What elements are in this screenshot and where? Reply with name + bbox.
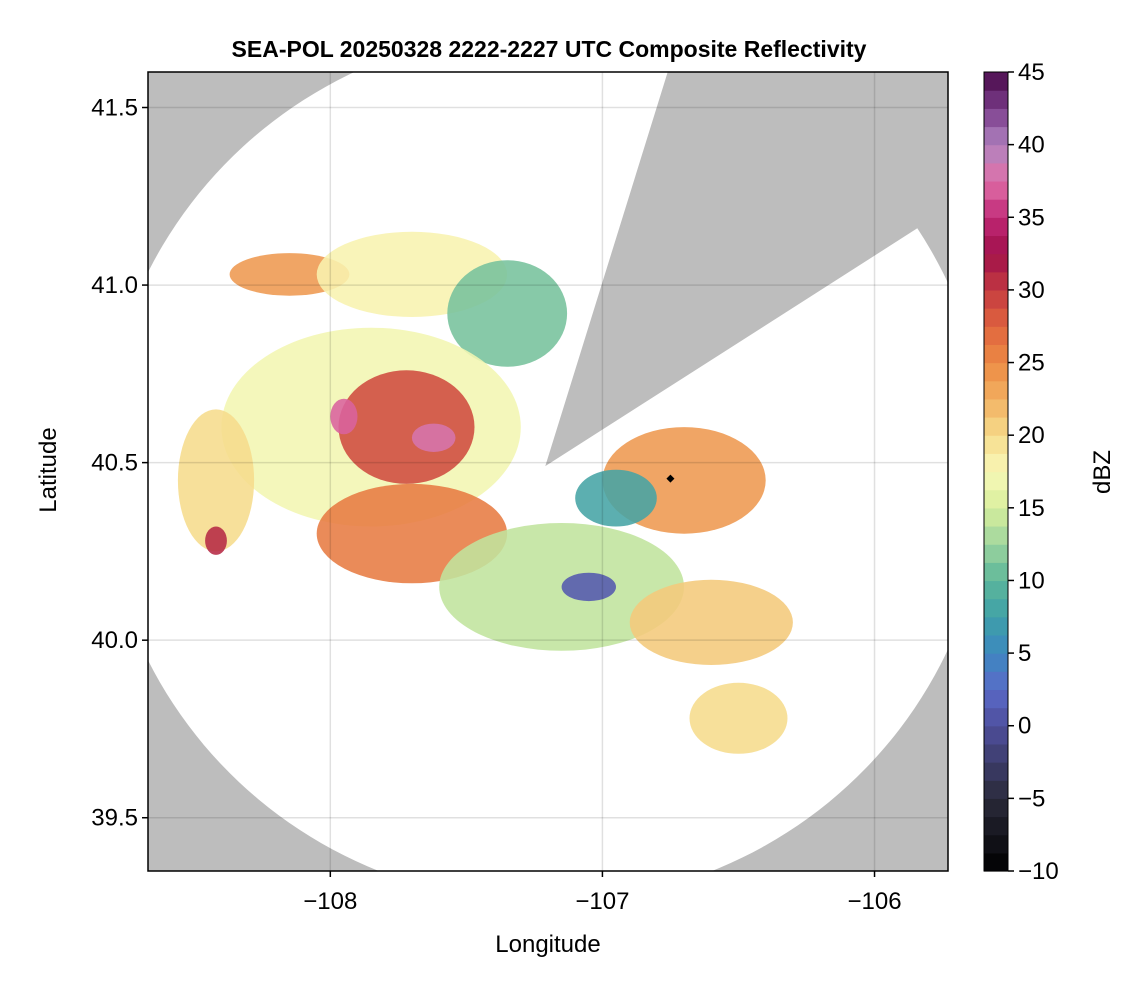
grid-lines xyxy=(148,72,948,871)
colorbar-tick-label: 5 xyxy=(1018,640,1031,667)
y-tick-label: 41.5 xyxy=(91,95,138,122)
x-tick-label: −108 xyxy=(303,888,357,915)
colorbar-segment xyxy=(984,852,1008,872)
colorbar-segment xyxy=(984,507,1008,527)
colorbar-segment xyxy=(984,308,1008,327)
colorbar-segment xyxy=(984,453,1008,473)
colorbar-segment xyxy=(984,525,1008,545)
colorbar-tick-label: 10 xyxy=(1018,567,1045,594)
colorbar-segment xyxy=(984,816,1008,836)
colorbar: −10 −5 0 5 10 15 20 25 30 35 40 45 xyxy=(983,59,1059,885)
echo-west-core-peak xyxy=(411,423,456,452)
y-axis-label: Latitude xyxy=(35,427,62,512)
site-marker xyxy=(666,474,675,483)
y-tick-label: 39.5 xyxy=(91,805,138,832)
colorbar-segment xyxy=(984,725,1008,745)
colorbar-segment xyxy=(984,271,1008,291)
colorbar-segment xyxy=(984,598,1008,618)
echo-regions xyxy=(177,231,793,754)
colorbar-segment xyxy=(984,398,1008,418)
colorbar-segment xyxy=(984,798,1008,818)
colorbar-tick-label: −10 xyxy=(1018,858,1059,885)
colorbar-tick-label: 15 xyxy=(1018,495,1045,522)
colorbar-segment xyxy=(984,380,1008,400)
colorbar-label: dBZ xyxy=(1089,450,1116,494)
colorbar-segment xyxy=(984,289,1008,309)
x-tick-label: −106 xyxy=(847,888,901,915)
colorbar-segment xyxy=(984,634,1008,654)
colorbar-segment xyxy=(984,108,1008,128)
colorbar-segment xyxy=(984,671,1008,691)
colorbar-segment xyxy=(984,126,1008,146)
echo-east-weak xyxy=(575,469,657,527)
colorbar-segment xyxy=(984,235,1008,255)
plot-frame xyxy=(147,71,949,872)
radar-coverage xyxy=(148,72,948,871)
colorbar-segment xyxy=(984,743,1008,763)
colorbar-segment xyxy=(984,72,1008,91)
colorbar-segment xyxy=(984,217,1008,237)
colorbar-segment xyxy=(984,780,1008,799)
colorbar-segment xyxy=(984,162,1008,182)
colorbar-segment xyxy=(984,653,1008,672)
echo-far-southeast xyxy=(689,682,788,754)
colorbar-segment xyxy=(984,834,1008,854)
colorbar-segment xyxy=(984,707,1008,727)
colorbar-segment xyxy=(984,362,1008,382)
colorbar-segment xyxy=(984,417,1008,436)
colorbar-segment xyxy=(984,580,1008,600)
colorbar-tick-label: 30 xyxy=(1018,277,1045,304)
colorbar-segment xyxy=(984,344,1008,364)
x-tick-label: −107 xyxy=(575,888,629,915)
y-tick-label: 40.0 xyxy=(91,627,138,654)
x-axis: −108 −107 −106 xyxy=(303,871,902,915)
colorbar-segment xyxy=(984,616,1008,636)
y-axis: 39.5 40.0 40.5 41.0 41.5 xyxy=(91,95,148,832)
colorbar-segment xyxy=(984,144,1008,164)
chart-title: SEA-POL 20250328 2222-2227 UTC Composite… xyxy=(232,36,867,62)
colorbar-tick-label: 20 xyxy=(1018,422,1045,449)
echo-south-central xyxy=(439,523,684,651)
echo-north-central-weak xyxy=(447,260,568,367)
colorbar-segment xyxy=(984,435,1008,454)
colorbar-tick-label: 25 xyxy=(1018,350,1045,377)
colorbar-segment xyxy=(984,489,1008,509)
plot-area xyxy=(147,71,949,872)
colorbar-segment xyxy=(984,762,1008,781)
colorbar-segment xyxy=(984,562,1008,582)
colorbar-tick-label: −5 xyxy=(1018,785,1045,812)
colorbar-segment xyxy=(984,471,1008,491)
colorbar-frame xyxy=(983,71,1009,872)
colorbar-segment xyxy=(984,90,1008,109)
x-axis-label: Longitude xyxy=(495,931,600,958)
colorbar-segment xyxy=(984,180,1008,200)
echo-west-core-peak-2 xyxy=(330,398,358,435)
colorbar-tick-label: 45 xyxy=(1018,59,1045,86)
echo-northwest-band xyxy=(229,253,350,296)
colorbar-tick-label: 0 xyxy=(1018,713,1031,740)
colorbar-segment xyxy=(984,253,1008,273)
colorbar-segment xyxy=(984,689,1008,709)
colorbar-segment xyxy=(984,199,1008,218)
colorbar-tick-label: 35 xyxy=(1018,204,1045,231)
colorbar-tick-label: 40 xyxy=(1018,132,1045,159)
y-tick-label: 40.5 xyxy=(91,450,138,477)
colorbar-segment xyxy=(984,326,1008,345)
echo-west-core xyxy=(338,370,475,484)
echo-far-west-cells xyxy=(177,409,255,552)
echo-southeast-cells xyxy=(629,579,793,666)
colorbar-segment xyxy=(984,544,1008,563)
y-tick-label: 41.0 xyxy=(91,272,138,299)
echo-south-weak-core xyxy=(561,572,616,602)
echo-far-west-core xyxy=(205,526,227,555)
